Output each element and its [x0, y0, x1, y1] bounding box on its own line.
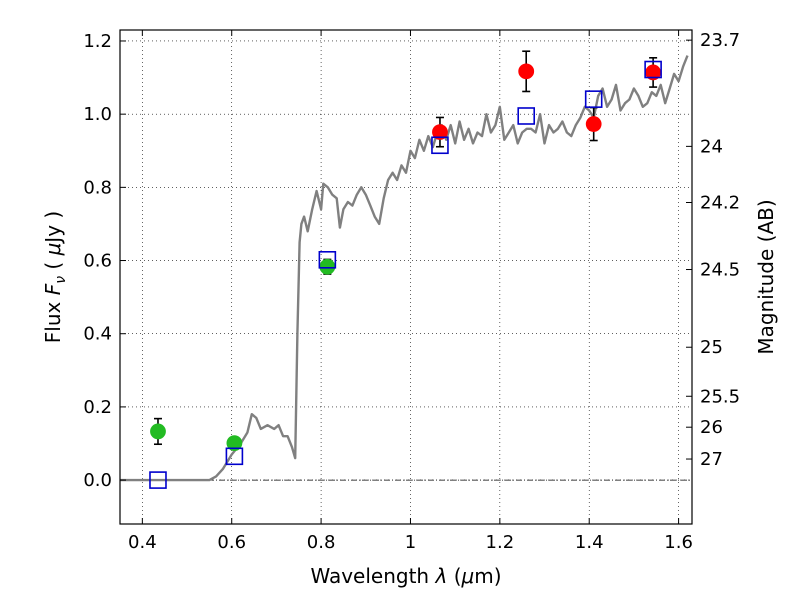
- model-point: [517, 107, 536, 125]
- x-tick-label: 0.6: [217, 532, 246, 553]
- y-tick-label: 0.8: [83, 177, 112, 198]
- y-tick-label: 0.0: [83, 470, 112, 491]
- data-point: [518, 63, 535, 80]
- y-tick-label: 1.0: [83, 104, 112, 125]
- y-tick-label: 0.4: [83, 324, 112, 345]
- y-tick-label: 0.6: [83, 251, 112, 272]
- y-tick-label: 0.2: [83, 397, 112, 418]
- model-point: [149, 471, 167, 489]
- model-spectrum-line: [120, 55, 689, 482]
- plot-frame: [119, 29, 693, 525]
- y2-axis-title: Magnitude (AB): [754, 199, 778, 354]
- series-layer: [120, 50, 689, 489]
- y2-tick-label: 27: [700, 449, 723, 470]
- model-point: [584, 90, 603, 108]
- x-tick-label: 1.4: [575, 532, 604, 553]
- data-point: [150, 423, 166, 440]
- x-tick-label: 1.6: [664, 532, 693, 553]
- y-tick-label: 1.2: [83, 31, 112, 52]
- y-axis-title: Flux Fν ( μJy ): [41, 211, 69, 343]
- y2-tick-label: 26: [700, 417, 723, 438]
- plot-background: [120, 30, 692, 524]
- model-point: [225, 447, 244, 466]
- data-point: [432, 124, 448, 140]
- ticks-layer: 0.4 0.6 0.8 1 1.2 1.4 1.6 0.0 0.2 0.4 0.6 0.8 1.0 1.2…: [83, 30, 740, 553]
- model-point: [431, 136, 449, 155]
- y2-tick-label: 24.2: [700, 193, 740, 214]
- y2-tick-label: 25.5: [700, 386, 740, 407]
- y2-tick-label: 23.7: [700, 30, 740, 51]
- data-point: [319, 258, 336, 275]
- data-point: [585, 116, 602, 132]
- data-point: [226, 435, 243, 452]
- y2-tick-label: 24: [700, 136, 723, 157]
- model-point: [644, 60, 662, 79]
- model-point: [318, 251, 337, 269]
- y2-tick-label: 25: [700, 337, 723, 358]
- x-tick-label: 1: [405, 532, 416, 553]
- x-tick-label: 0.4: [128, 532, 157, 553]
- x-tick-label: 0.8: [307, 532, 336, 553]
- x-axis-title: Wavelength λ (μm): [310, 564, 501, 588]
- x-tick-label: 1.2: [486, 532, 515, 553]
- y2-tick-label: 24.5: [700, 260, 740, 281]
